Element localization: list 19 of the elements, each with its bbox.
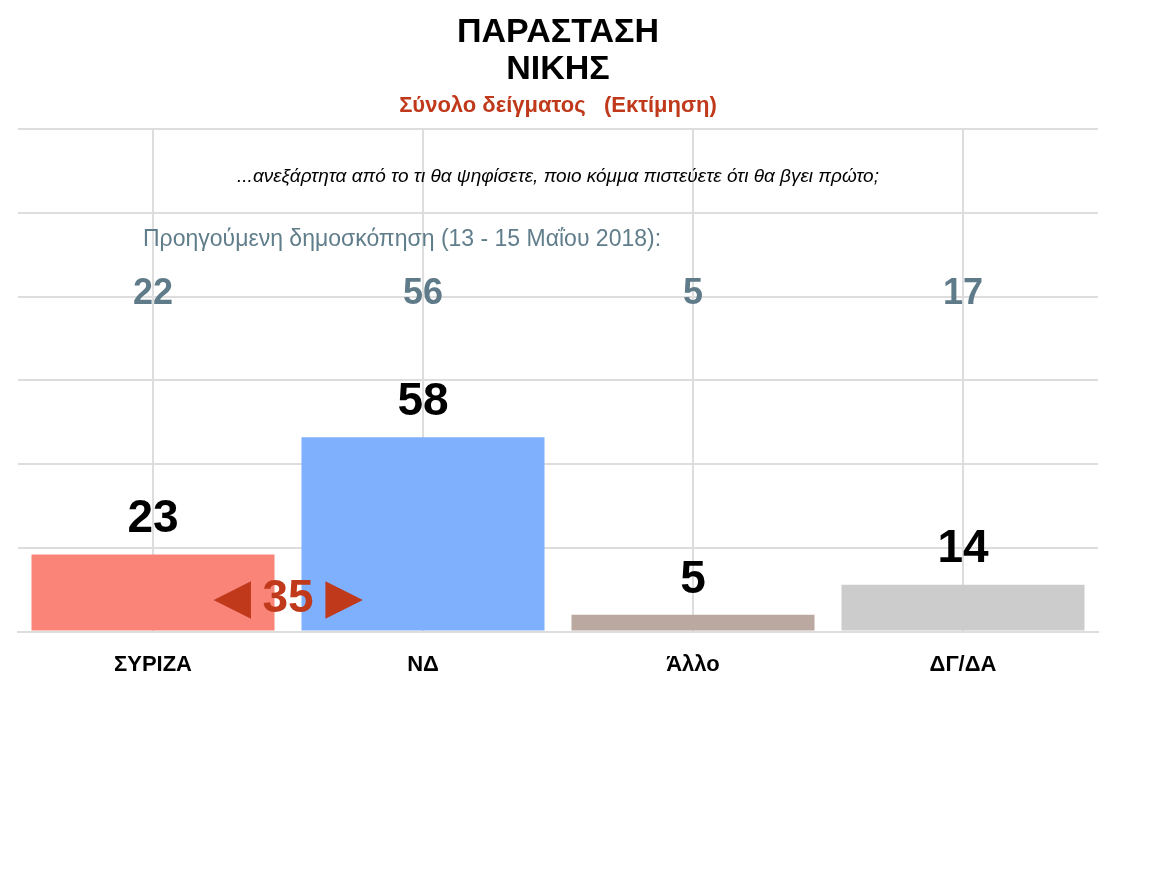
annotation: 5 xyxy=(682,271,704,313)
data-label: 5 xyxy=(680,550,706,603)
x-tick-label: ΝΔ xyxy=(407,650,439,676)
x-tick-label: ΣΥΡΙΖΑ xyxy=(114,650,193,676)
bar xyxy=(571,614,815,631)
data-label: 14 xyxy=(937,520,989,573)
annotation: Προηγούμενη δημοσκόπηση (13 - 15 Μαΐου 2018): xyxy=(143,224,662,251)
x-tick-label: ΔΓ/ΔΑ xyxy=(929,650,997,676)
data-label: 58 xyxy=(397,373,449,426)
annotation: 22 xyxy=(132,271,174,313)
annotation: 56 xyxy=(402,271,444,313)
text: ΠΑΡΑΣΤΑΣΗ xyxy=(457,11,659,50)
chart-subtitle: Σύνολο δείγματος (Εκτίμηση) xyxy=(399,92,717,118)
data-label: 23 xyxy=(127,490,179,543)
bar xyxy=(841,584,1085,631)
annotation: ...ανεξάρτητα από το τι θα ψηφίσετε, ποιο κόμμα πιστεύετε ότι θα βγει πρώτο; xyxy=(237,165,879,187)
text: ΝΙΚΗΣ xyxy=(506,48,610,87)
x-tick-label: Άλλο xyxy=(666,650,720,676)
annotation: 17 xyxy=(942,271,984,313)
